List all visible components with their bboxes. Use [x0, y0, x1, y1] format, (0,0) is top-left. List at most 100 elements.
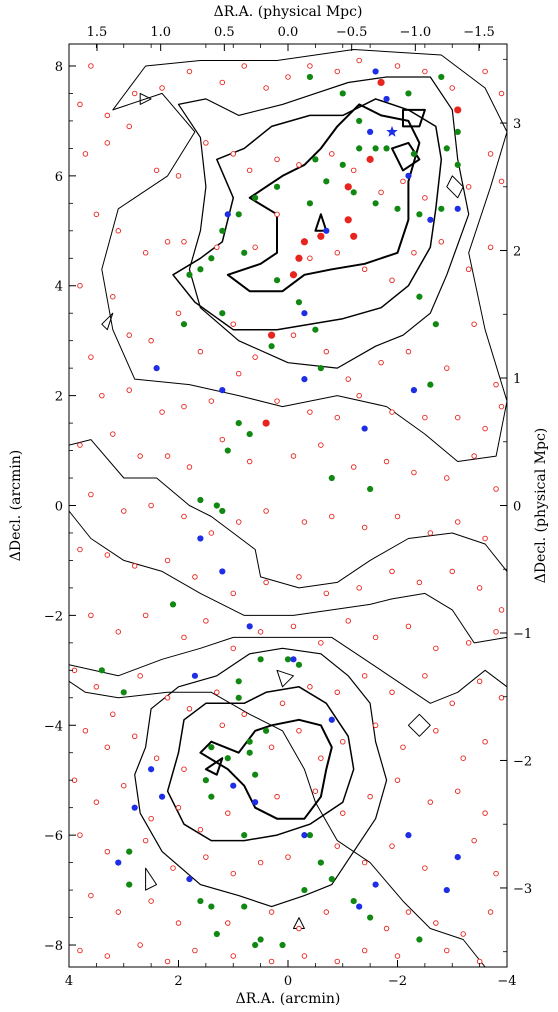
open-red-point [454, 414, 461, 421]
green-point [394, 205, 401, 212]
open-red-point [340, 738, 346, 745]
open-red-point [263, 508, 269, 514]
open-red-point [170, 865, 176, 871]
y2-tick-label: 2 [513, 245, 521, 260]
blue-point [454, 854, 461, 861]
open-red-point [312, 788, 319, 794]
green-point [416, 293, 423, 300]
blue-point [301, 832, 308, 839]
blue-point [328, 716, 335, 723]
open-red-point [367, 793, 373, 800]
open-red-point [460, 755, 466, 761]
green-point [120, 689, 127, 696]
contour-level-1 [446, 175, 464, 199]
density-contours [69, 49, 507, 967]
green-point [443, 145, 450, 152]
open-red-point [444, 947, 450, 954]
green-point [208, 744, 215, 751]
x-axis-top: 1.5 1.0 0.5 0.0 −0.5 −1.0 −1.5 [87, 25, 495, 51]
blue-point [356, 903, 363, 910]
open-red-point [454, 519, 461, 525]
contour-level-1 [276, 669, 294, 688]
green-point [427, 381, 434, 388]
open-red-point [181, 766, 187, 772]
y2-tick-label: −1 [513, 627, 532, 642]
green-point [367, 485, 374, 493]
contour-level-1 [69, 636, 507, 967]
open-red-point [427, 799, 434, 805]
open-red-point [433, 920, 439, 926]
contour-level-4 [314, 213, 328, 232]
contour-level-1 [101, 49, 507, 462]
open-red-point [438, 239, 445, 245]
blue-point [301, 376, 308, 383]
green-point [224, 755, 231, 762]
green-point [252, 771, 259, 778]
x-axis-title: ΔR.A. (arcmin) [236, 991, 341, 1007]
open-red-point [246, 458, 253, 465]
open-red-point [389, 568, 395, 575]
open-red-point [115, 228, 122, 234]
open-red-point [175, 920, 182, 926]
green-point [257, 656, 264, 663]
open-red-point [307, 255, 313, 262]
open-red-point [225, 920, 231, 926]
x-tick-label: 2 [174, 974, 182, 989]
open-red-point [422, 673, 428, 679]
blue-point [148, 766, 155, 773]
open-red-point [394, 63, 401, 69]
green-point [350, 897, 357, 905]
open-red-point [175, 804, 182, 811]
open-red-point [444, 475, 450, 481]
green-point [356, 145, 363, 152]
red-point [300, 238, 309, 246]
blue-point [219, 568, 226, 575]
green-point [257, 936, 264, 943]
open-red-point [164, 453, 171, 459]
open-red-point [120, 782, 127, 789]
green-point [301, 886, 308, 894]
blue-point [372, 881, 379, 888]
open-red-point [405, 623, 412, 630]
contour-level-4 [199, 718, 333, 820]
open-red-point [77, 947, 83, 954]
open-red-point [104, 140, 111, 146]
open-red-point [77, 442, 83, 448]
contour-level-2 [177, 76, 470, 369]
open-red-point [126, 387, 132, 393]
open-red-point [214, 689, 220, 696]
open-red-point [142, 250, 149, 256]
green-point [438, 205, 445, 212]
open-red-point [82, 728, 89, 734]
open-red-point [219, 79, 226, 86]
open-red-point [350, 167, 357, 174]
open-red-point [93, 211, 100, 218]
open-red-point [148, 502, 154, 509]
open-red-point [487, 244, 494, 251]
open-red-point [307, 63, 313, 69]
open-red-point [422, 68, 428, 75]
y2-tick-label: 0 [513, 500, 521, 515]
open-red-point [307, 684, 313, 690]
blue-point [383, 95, 390, 103]
open-red-point [400, 744, 406, 750]
open-red-point [181, 634, 187, 641]
open-red-point [350, 464, 357, 470]
open-red-point [296, 162, 302, 168]
green-point [213, 930, 220, 938]
green-point [208, 903, 215, 910]
open-red-point [383, 925, 390, 932]
open-red-point [88, 491, 94, 498]
open-red-point [493, 870, 499, 877]
open-red-point [104, 953, 111, 959]
green-point [208, 793, 215, 800]
blue-point [197, 535, 204, 542]
open-red-point [88, 63, 94, 69]
green-point [126, 881, 133, 888]
open-red-point [246, 167, 253, 174]
contour-level-1 [139, 92, 152, 105]
green-point [180, 321, 188, 328]
open-red-point [389, 409, 395, 415]
y-axis-left: −8 −6 −4 −2 0 2 4 6 8 [44, 60, 76, 954]
red-point [262, 419, 270, 427]
